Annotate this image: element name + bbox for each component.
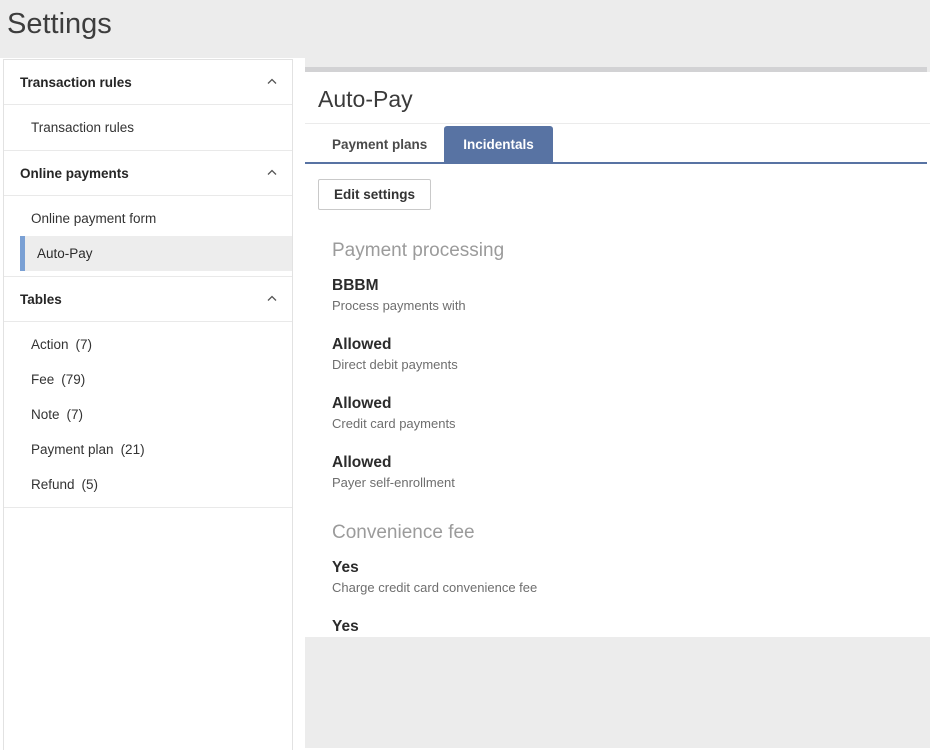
field-value: Allowed xyxy=(332,336,392,353)
sidebar-divider xyxy=(4,507,292,508)
tab-bar: Payment plans Incidentals xyxy=(305,124,927,164)
field-payer-self-enrollment: Allowed Payer self-enrollment xyxy=(332,453,930,492)
sidebar-item-online-payment-form[interactable]: Online payment form xyxy=(4,201,292,236)
field-caption: Credit card payments xyxy=(332,416,456,431)
sidebar-divider xyxy=(4,104,292,105)
sidebar-item-label: Refund xyxy=(31,477,75,492)
sidebar-item-count: (21) xyxy=(120,442,145,457)
sidebar-group-header-online-payments[interactable]: Online payments xyxy=(4,151,292,195)
page-title: Settings xyxy=(7,8,112,40)
group-header-label: Tables xyxy=(20,291,62,307)
group-header-label: Transaction rules xyxy=(20,74,132,90)
sidebar-item-label: Transaction rules xyxy=(31,120,135,135)
sidebar-item-label: Note xyxy=(31,407,60,422)
panel-title-divider xyxy=(305,123,930,124)
field-charge-credit-card-convenience-fee: Yes Charge credit card convenience fee xyxy=(332,558,930,597)
sidebar-item-count: (7) xyxy=(66,407,84,422)
sidebar-divider xyxy=(4,276,292,277)
field-value: Yes xyxy=(332,559,359,576)
sidebar-divider xyxy=(4,321,292,322)
field-caption: Charge credit card convenience fee xyxy=(332,580,538,595)
sidebar-item-note[interactable]: Note (7) xyxy=(4,397,292,432)
field-value: Allowed xyxy=(332,454,392,471)
field-credit-card-payments: Allowed Credit card payments xyxy=(332,394,930,433)
sidebar-item-count: (79) xyxy=(61,372,86,387)
section-convenience-fee: Convenience fee Yes Charge credit card c… xyxy=(332,522,930,637)
section-heading: Convenience fee xyxy=(332,522,475,543)
field-direct-debit-payments: Allowed Direct debit payments xyxy=(332,335,930,374)
section-heading: Payment processing xyxy=(332,240,505,261)
field-value: BBBM xyxy=(332,277,379,294)
field-process-payments-with: BBBM Process payments with xyxy=(332,276,930,315)
sidebar-group-header-transaction-rules[interactable]: Transaction rules xyxy=(4,60,292,104)
sidebar-item-label: Auto-Pay xyxy=(37,246,93,261)
field-caption: Process payments with xyxy=(332,298,466,313)
sidebar-item-label: Online payment form xyxy=(31,211,157,226)
chevron-up-icon[interactable] xyxy=(266,293,278,305)
sidebar-group-items: Action (7) Fee (79) Note (7) Payment pla… xyxy=(4,322,292,507)
section-payment-processing: Payment processing BBBM Process payments… xyxy=(332,240,930,492)
horizontal-scrollbar[interactable] xyxy=(305,67,927,72)
tab-incidentals[interactable]: Incidentals xyxy=(444,126,553,162)
sidebar-group-items: Online payment form Auto-Pay xyxy=(4,196,292,276)
sidebar-item-payment-plan[interactable]: Payment plan (21) xyxy=(4,432,292,467)
sidebar-group-items: Transaction rules xyxy=(4,105,292,150)
chevron-up-icon[interactable] xyxy=(266,76,278,88)
sidebar-item-label: Fee xyxy=(31,372,55,387)
sidebar-item-transaction-rules[interactable]: Transaction rules xyxy=(4,110,292,145)
tab-payment-plans[interactable]: Payment plans xyxy=(332,136,428,152)
panel-title: Auto-Pay xyxy=(318,86,413,112)
sidebar-item-auto-pay[interactable]: Auto-Pay xyxy=(20,236,292,271)
field-caption: Direct debit payments xyxy=(332,357,458,372)
group-header-label: Online payments xyxy=(20,165,129,181)
settings-sidebar: Transaction rules Transaction rules Onli… xyxy=(3,59,293,750)
sidebar-item-count: (7) xyxy=(75,337,93,352)
chevron-up-icon[interactable] xyxy=(266,167,278,179)
sidebar-divider xyxy=(4,150,292,151)
field-caption: Payer self-enrollment xyxy=(332,475,455,490)
field-value: Yes xyxy=(332,618,359,635)
sidebar-item-action[interactable]: Action (7) xyxy=(4,327,292,362)
sidebar-item-fee[interactable]: Fee (79) xyxy=(4,362,292,397)
edit-settings-button[interactable]: Edit settings xyxy=(318,179,432,210)
sidebar-item-refund[interactable]: Refund (5) xyxy=(4,467,292,502)
incidentals-content: Payment processing BBBM Process payments… xyxy=(332,240,930,637)
auto-pay-panel: Auto-Pay Payment plans Incidentals Edit … xyxy=(305,72,930,637)
sidebar-item-label: Action xyxy=(31,337,69,352)
field-value: Allowed xyxy=(332,395,392,412)
sidebar-item-count: (5) xyxy=(81,477,99,492)
sidebar-group-header-tables[interactable]: Tables xyxy=(4,277,292,321)
main-column: Auto-Pay Payment plans Incidentals Edit … xyxy=(305,0,930,748)
sidebar-divider xyxy=(4,195,292,196)
field-charge-direct-debit-convenience-fee: Yes Charge direct debit convenience fee xyxy=(332,617,930,637)
sidebar-item-label: Payment plan xyxy=(31,442,114,457)
